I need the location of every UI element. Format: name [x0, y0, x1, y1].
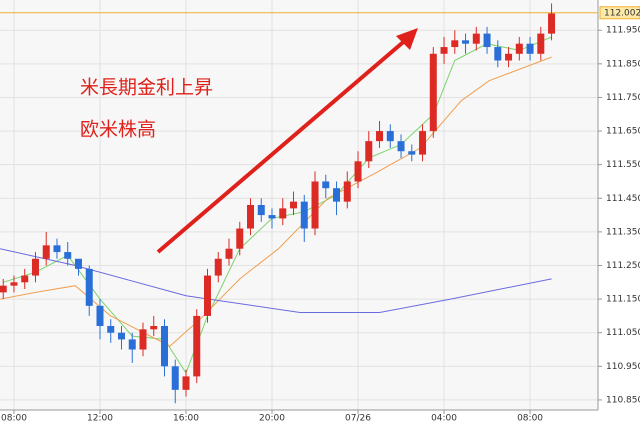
candle-body	[440, 47, 448, 54]
y-tick-label: 111.050	[606, 328, 640, 338]
candle-body	[451, 40, 459, 48]
candle-body	[494, 47, 502, 61]
candle-body	[225, 248, 233, 259]
y-tick-label: 111.150	[606, 295, 640, 305]
y-tick-label: 111.250	[606, 261, 640, 271]
candle-body	[505, 53, 513, 61]
candle-body	[526, 43, 534, 54]
candle-body	[548, 13, 556, 34]
candle-body	[0, 285, 7, 293]
x-tick-label: 16:00	[173, 414, 199, 424]
candle-body	[85, 268, 93, 306]
y-tick-label: 111.450	[606, 194, 640, 204]
candle-body	[128, 339, 136, 350]
candle-body	[21, 275, 29, 283]
candle-body	[96, 305, 104, 326]
candle-body	[171, 366, 179, 390]
annotation: 欧米株高	[80, 119, 156, 141]
candle-body	[139, 329, 147, 350]
candle-body	[365, 141, 373, 162]
candle-body	[300, 201, 308, 229]
candle-body	[268, 215, 276, 219]
candle-body	[322, 181, 330, 189]
x-tick-label: 08:00	[1, 414, 27, 424]
candle-body	[429, 53, 437, 132]
x-tick-label: 07/26	[345, 414, 371, 424]
candle-body	[64, 252, 72, 259]
candle-body	[42, 245, 50, 259]
candle-body	[354, 161, 362, 182]
candle-body	[462, 40, 470, 44]
candle-body	[31, 258, 39, 276]
y-tick-label: 111.550	[606, 160, 640, 170]
x-tick-label: 04:00	[431, 414, 457, 424]
last-price-box	[599, 6, 640, 20]
candle-body	[214, 258, 222, 276]
y-tick-label: 110.950	[606, 362, 640, 372]
arrow-shaft	[156, 36, 410, 254]
candle-body	[160, 325, 168, 367]
annotation: 米長期金利上昇	[80, 77, 213, 99]
x-tick-label: 08:00	[517, 414, 543, 424]
candle-body	[247, 205, 255, 229]
candle-body	[204, 275, 212, 316]
candle-body	[343, 181, 351, 202]
candle-body	[182, 376, 190, 390]
y-tick-label: 111.750	[606, 93, 640, 103]
candle-body	[279, 208, 287, 219]
candle-body	[290, 201, 298, 209]
candle-body	[117, 332, 125, 340]
candle-body	[386, 131, 394, 142]
y-tick-label: 111.850	[606, 59, 640, 69]
y-tick-label: 111.350	[606, 227, 640, 237]
candle-body	[515, 43, 523, 54]
candle-body	[257, 205, 265, 216]
candle-body	[10, 282, 18, 286]
y-tick-label: 110.850	[606, 395, 640, 405]
x-tick-label: 12:00	[87, 414, 113, 424]
candle-body	[408, 151, 416, 155]
candle-body	[376, 131, 384, 142]
arrow-head	[396, 28, 418, 50]
candle-body	[150, 325, 158, 330]
candle-body	[483, 33, 491, 48]
candle-body	[74, 258, 82, 269]
y-tick-label: 111.650	[606, 127, 640, 137]
y-tick-label: 111.950	[606, 26, 640, 36]
candle-body	[333, 188, 341, 202]
candle-body	[107, 325, 115, 333]
candle-body	[193, 315, 201, 377]
candle-body	[472, 33, 480, 44]
candle-body	[311, 181, 319, 229]
x-tick-label: 20:00	[259, 414, 285, 424]
moving-average	[0, 56, 552, 347]
candle-body	[397, 141, 405, 152]
candle-body	[236, 228, 244, 249]
candle-body	[537, 33, 545, 54]
candle-body	[419, 131, 427, 155]
candle-body	[53, 245, 61, 253]
last-price-label: 112.002	[604, 8, 640, 18]
